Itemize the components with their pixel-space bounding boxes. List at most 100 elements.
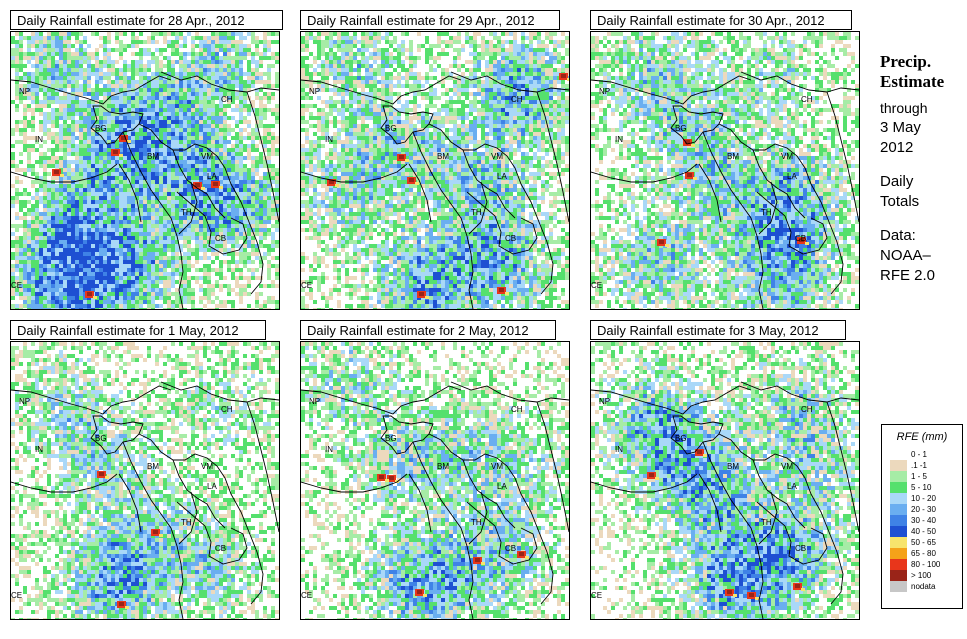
rain-cell — [27, 144, 31, 148]
rain-cell — [135, 64, 139, 68]
rain-cell — [139, 200, 143, 204]
rain-cell — [195, 204, 199, 208]
rain-cell — [179, 284, 183, 288]
rain-cell — [223, 60, 227, 64]
rain-cell — [175, 100, 179, 104]
rain-cell — [151, 156, 155, 160]
rain-cell — [55, 188, 59, 192]
rain-cell — [171, 172, 175, 176]
rain-cell — [15, 176, 19, 180]
rain-cell — [377, 48, 381, 52]
rain-cell — [525, 80, 529, 84]
rain-cell — [223, 40, 227, 44]
rain-cell — [457, 32, 461, 36]
rain-cell — [147, 280, 151, 284]
rain-cell — [275, 276, 279, 280]
rain-cell — [99, 264, 103, 268]
rain-cell — [103, 64, 107, 68]
rain-cell — [271, 56, 275, 60]
rain-cell — [63, 32, 67, 36]
rain-cell — [179, 128, 183, 132]
rain-cell — [127, 64, 131, 68]
rain-cell — [473, 56, 477, 60]
rain-cell — [91, 152, 95, 156]
rain-cell — [151, 240, 155, 244]
rain-cell — [533, 36, 537, 40]
rain-cell — [55, 36, 59, 40]
rain-cell — [119, 44, 123, 48]
rain-cell — [235, 40, 239, 44]
rain-cell — [263, 124, 267, 128]
rain-cell — [305, 92, 309, 96]
rain-cell — [51, 292, 55, 296]
rain-cell — [87, 200, 91, 204]
rain-cell — [67, 228, 71, 232]
rain-cell — [91, 288, 95, 292]
rain-cell — [561, 92, 565, 96]
rain-cell — [251, 192, 255, 196]
rain-cell — [239, 88, 243, 92]
rain-cell — [123, 248, 127, 252]
rain-cell — [27, 304, 31, 308]
rain-cell — [187, 52, 191, 56]
rain-cell — [75, 96, 79, 100]
rain-cell — [385, 40, 389, 44]
rain-cell — [357, 80, 361, 84]
rain-cell — [259, 164, 263, 168]
rain-cell — [529, 84, 533, 88]
rain-cell — [267, 308, 271, 309]
rain-cell — [247, 276, 251, 280]
rain-cell — [207, 248, 211, 252]
rain-cell — [361, 52, 365, 56]
rain-cell — [15, 108, 19, 112]
rain-cell — [103, 232, 107, 236]
rain-cell — [59, 44, 63, 48]
rain-cell — [111, 264, 115, 268]
rain-cell — [127, 280, 131, 284]
rain-cell — [115, 88, 119, 92]
rain-cell — [441, 72, 445, 76]
rain-cell — [163, 236, 167, 240]
rain-cell — [271, 300, 275, 304]
rain-cell — [533, 32, 537, 36]
rain-cell — [143, 168, 147, 172]
rain-cell — [15, 288, 19, 292]
rain-cell — [433, 56, 437, 60]
rain-cell — [187, 300, 191, 304]
rain-cell — [239, 260, 243, 264]
rain-cell — [365, 80, 369, 84]
rain-cell — [369, 64, 373, 68]
rain-cell — [275, 112, 279, 116]
rain-cell — [317, 56, 321, 60]
rain-cell — [179, 152, 183, 156]
rain-cell — [271, 136, 275, 140]
rain-cell — [429, 92, 433, 96]
rain-cell — [31, 240, 35, 244]
rain-cell — [27, 208, 31, 212]
rain-cell — [349, 80, 353, 84]
rain-cell — [267, 192, 271, 196]
rain-cell — [183, 220, 187, 224]
country-label-bg: BG — [95, 124, 107, 133]
rain-cell — [489, 60, 493, 64]
rain-cell — [533, 92, 537, 96]
rain-cell — [63, 132, 67, 136]
rain-cell — [111, 72, 115, 76]
rain-cell — [163, 188, 167, 192]
rain-cell — [191, 292, 195, 296]
rain-cell — [95, 252, 99, 256]
rain-cell — [251, 184, 255, 188]
rain-cell — [553, 68, 557, 72]
rain-cell — [521, 36, 525, 40]
rain-cell — [75, 104, 79, 108]
rain-cell — [235, 148, 239, 152]
rain-cell — [67, 100, 71, 104]
rain-cell — [39, 156, 43, 160]
rain-cell — [263, 284, 267, 288]
rain-cell — [223, 64, 227, 68]
rain-cell — [191, 144, 195, 148]
rain-cell — [369, 88, 373, 92]
rain-cell — [75, 260, 79, 264]
rain-cell — [247, 200, 251, 204]
rain-cell — [103, 212, 107, 216]
